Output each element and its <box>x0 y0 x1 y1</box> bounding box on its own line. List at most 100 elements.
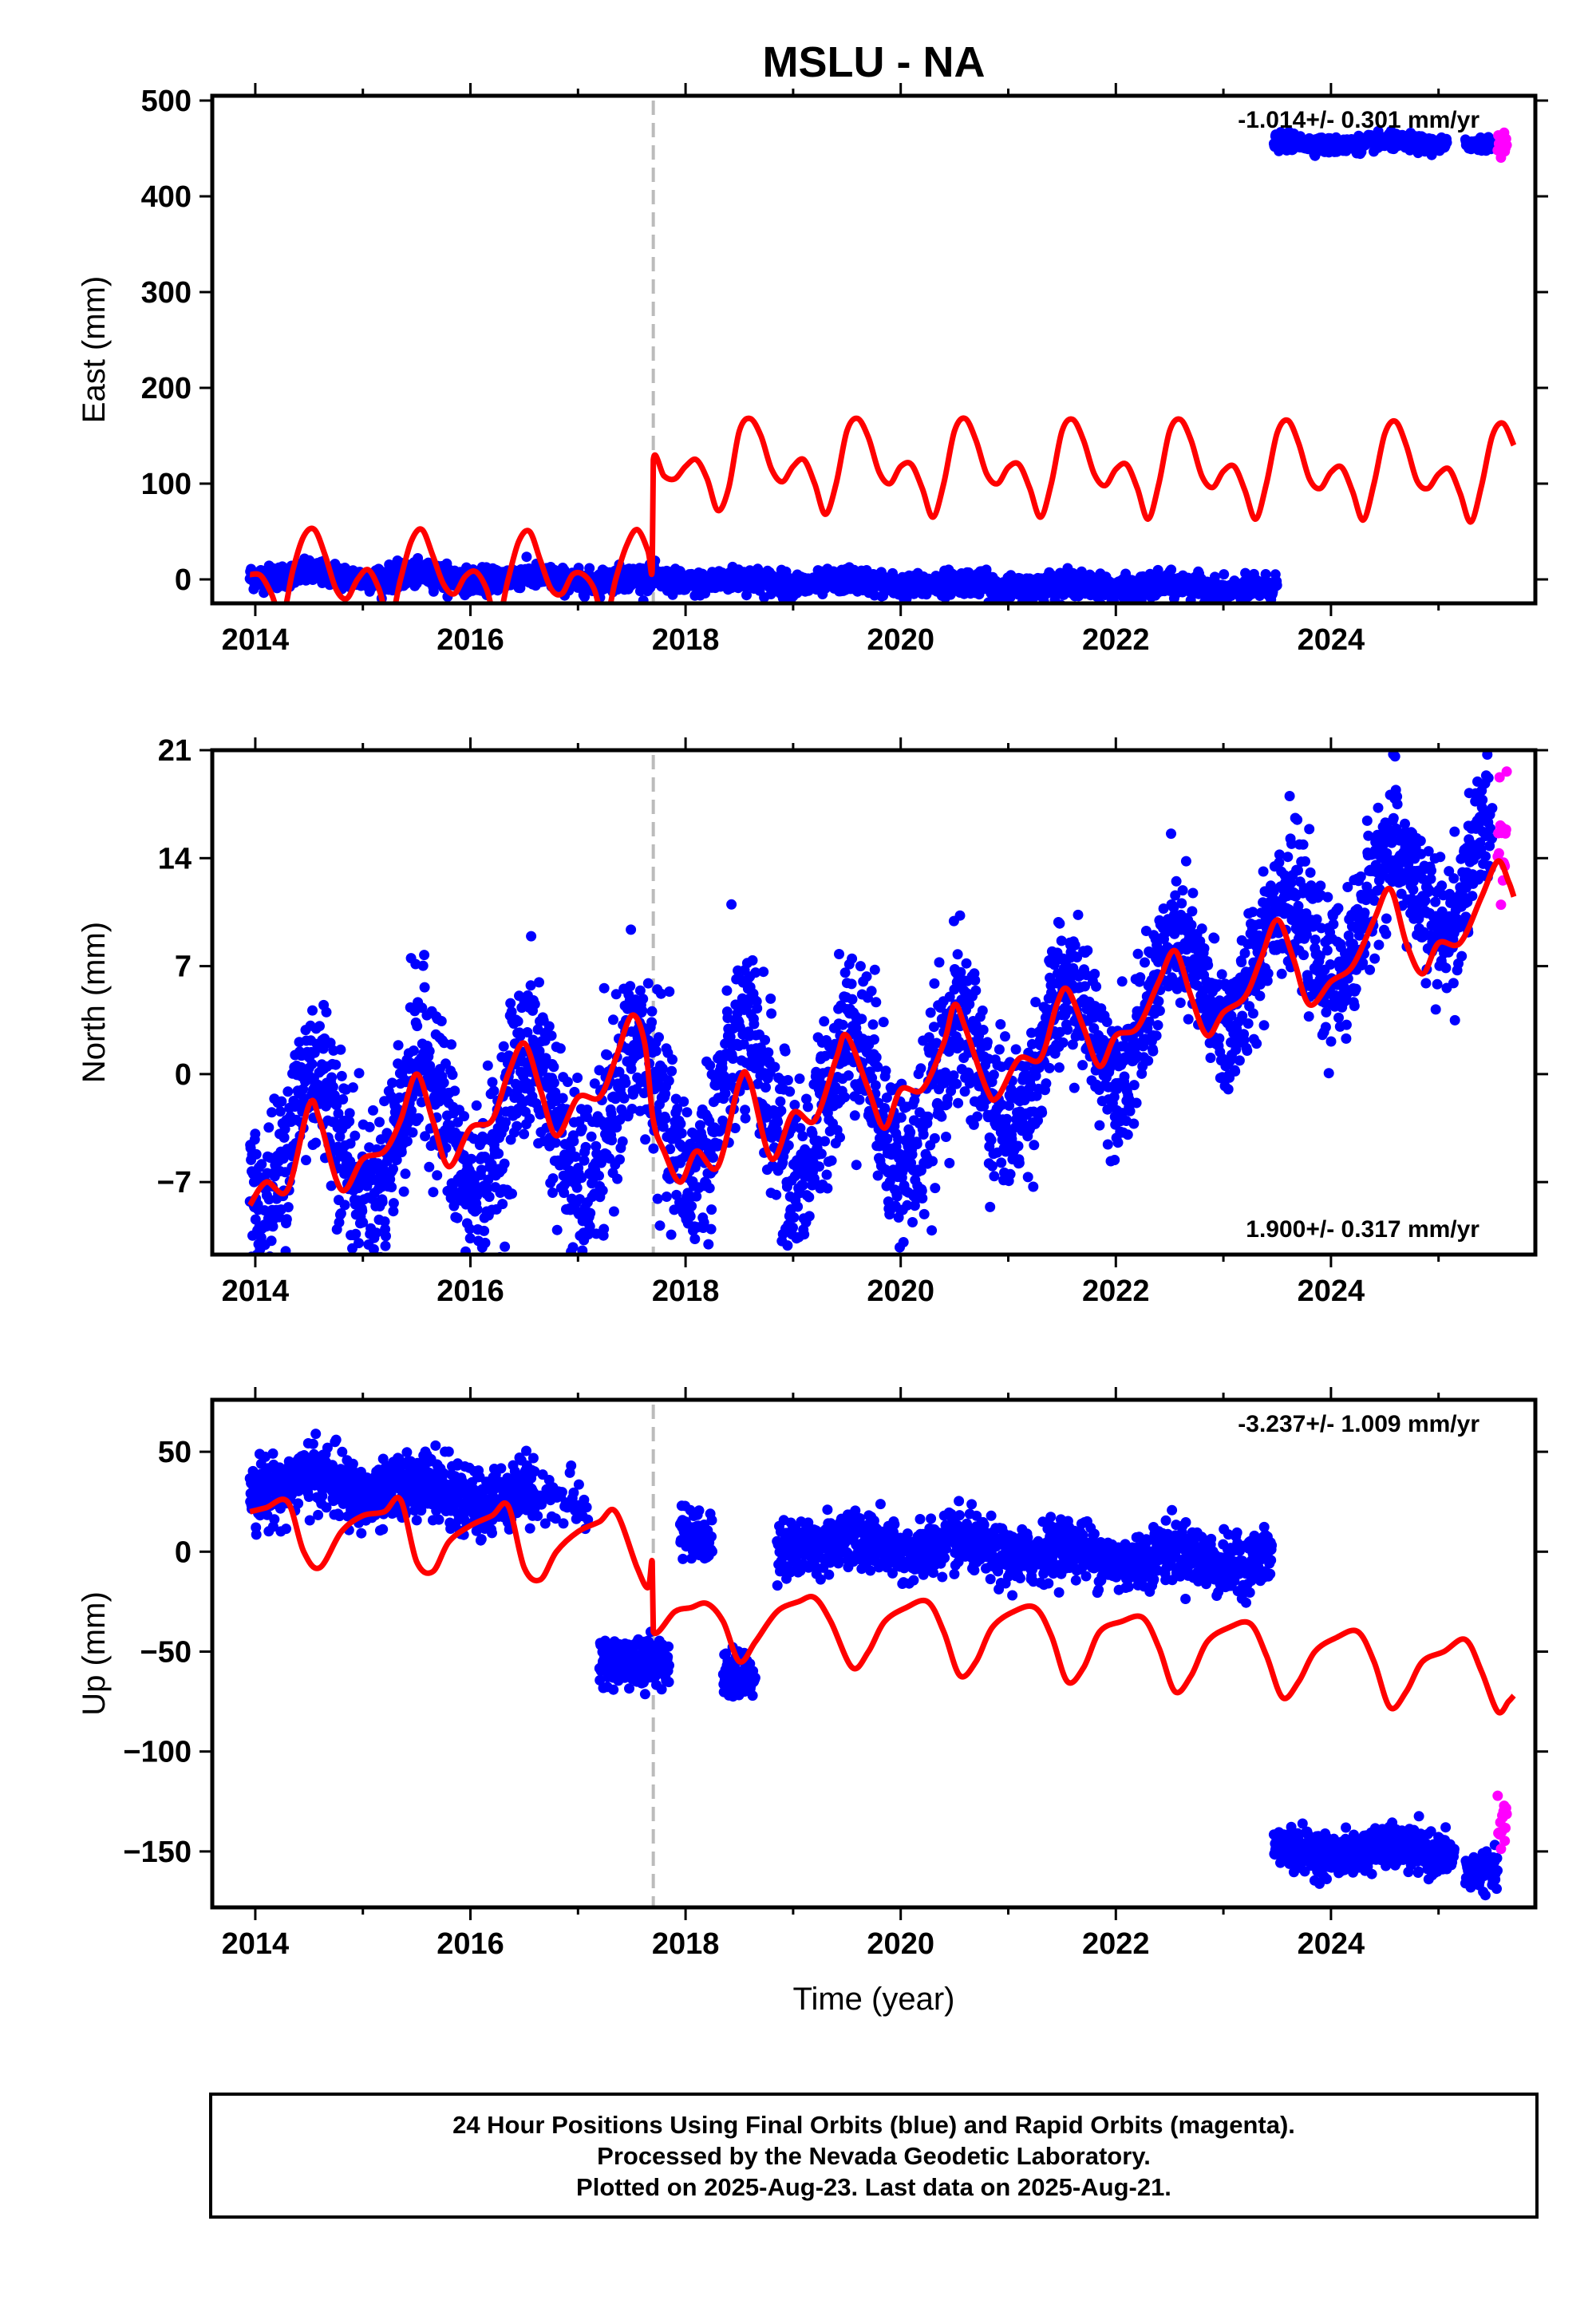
final-point <box>250 1128 261 1140</box>
final-point <box>847 953 858 964</box>
final-point <box>386 1182 397 1192</box>
final-point <box>480 1237 491 1248</box>
final-point <box>839 1092 851 1103</box>
final-point <box>782 1240 793 1251</box>
final-point <box>551 1224 563 1235</box>
final-point <box>788 1222 798 1233</box>
final-point <box>436 1016 447 1026</box>
final-point <box>380 1240 391 1251</box>
final-point <box>360 1259 370 1270</box>
final-point <box>654 1032 664 1043</box>
final-point <box>797 1131 808 1142</box>
final-point <box>582 1105 593 1115</box>
y-tick-label: 200 <box>141 372 192 405</box>
final-point <box>646 1006 658 1017</box>
final-point <box>357 1205 368 1216</box>
final-point <box>661 1192 672 1202</box>
final-point <box>728 1053 738 1064</box>
final-point <box>282 1086 294 1097</box>
final-point <box>612 1173 623 1184</box>
final-point <box>459 1111 470 1122</box>
final-point <box>794 1073 805 1085</box>
final-point <box>642 978 654 989</box>
final-point <box>474 1255 484 1266</box>
final-point <box>310 1137 322 1148</box>
final-point <box>347 1082 358 1093</box>
final-point <box>321 1006 332 1018</box>
final-point <box>350 1130 361 1141</box>
final-point <box>1260 569 1271 579</box>
final-point <box>487 1077 498 1088</box>
final-point <box>335 1044 346 1055</box>
final-point <box>571 1182 583 1193</box>
final-point <box>368 1105 378 1116</box>
final-point <box>428 586 439 597</box>
final-point <box>344 1108 355 1119</box>
final-point <box>586 1131 597 1142</box>
final-point <box>766 1008 777 1019</box>
final-point <box>479 1225 490 1236</box>
final-point <box>792 1201 804 1212</box>
east-plot-area <box>244 101 1517 603</box>
final-point <box>348 1265 358 1275</box>
final-point <box>797 1180 808 1191</box>
final-point <box>721 985 733 996</box>
final-point <box>401 1136 413 1147</box>
final-point <box>562 1077 573 1088</box>
final-point <box>648 1143 659 1154</box>
final-point <box>747 954 758 966</box>
final-point <box>678 1096 689 1107</box>
final-point <box>720 1088 731 1099</box>
final-point <box>364 1121 375 1132</box>
final-point <box>650 1045 662 1057</box>
final-point <box>637 1006 648 1016</box>
final-point <box>298 1084 309 1095</box>
final-point <box>568 1136 579 1147</box>
final-point <box>834 949 844 959</box>
final-point <box>594 1170 604 1181</box>
final-point <box>412 1021 423 1032</box>
x-tick-label: 2022 <box>1082 623 1150 657</box>
final-point <box>408 1045 419 1056</box>
final-point <box>512 1016 523 1027</box>
final-point <box>446 1039 457 1050</box>
final-point <box>258 1310 268 1320</box>
final-point <box>354 1238 364 1249</box>
final-point <box>497 1199 508 1210</box>
final-point <box>484 1192 495 1203</box>
x-tick-label: 2020 <box>867 623 934 657</box>
final-point <box>772 1117 784 1128</box>
final-point <box>752 1003 763 1014</box>
final-point <box>256 1159 267 1170</box>
final-point <box>849 1110 860 1121</box>
final-point <box>266 1235 277 1247</box>
final-point <box>263 1265 273 1275</box>
final-point <box>377 1196 388 1207</box>
final-point <box>704 1183 715 1194</box>
final-point <box>354 1284 365 1294</box>
final-point <box>617 1136 628 1147</box>
final-point <box>689 1234 701 1244</box>
final-point <box>413 553 424 563</box>
final-point <box>263 1194 275 1205</box>
final-point <box>706 1204 717 1215</box>
final-point <box>512 1120 523 1132</box>
final-point <box>602 1049 613 1061</box>
final-point <box>543 1021 555 1032</box>
final-point <box>534 977 544 988</box>
final-point <box>854 1094 865 1105</box>
final-point <box>686 1200 697 1211</box>
x-tick-label: 2014 <box>222 623 290 657</box>
final-point <box>646 1017 658 1028</box>
final-point <box>847 994 858 1005</box>
panels: 2014 2016 2018 2020 2022 20240100200300400500… <box>77 83 1548 1961</box>
final-point <box>901 593 912 603</box>
final-point <box>626 1063 637 1074</box>
final-point <box>821 1169 832 1180</box>
final-point <box>855 961 866 972</box>
final-point <box>466 1153 477 1164</box>
final-point <box>493 1148 504 1159</box>
final-point <box>625 981 636 992</box>
final-point <box>782 1075 793 1085</box>
final-point <box>703 1239 714 1250</box>
